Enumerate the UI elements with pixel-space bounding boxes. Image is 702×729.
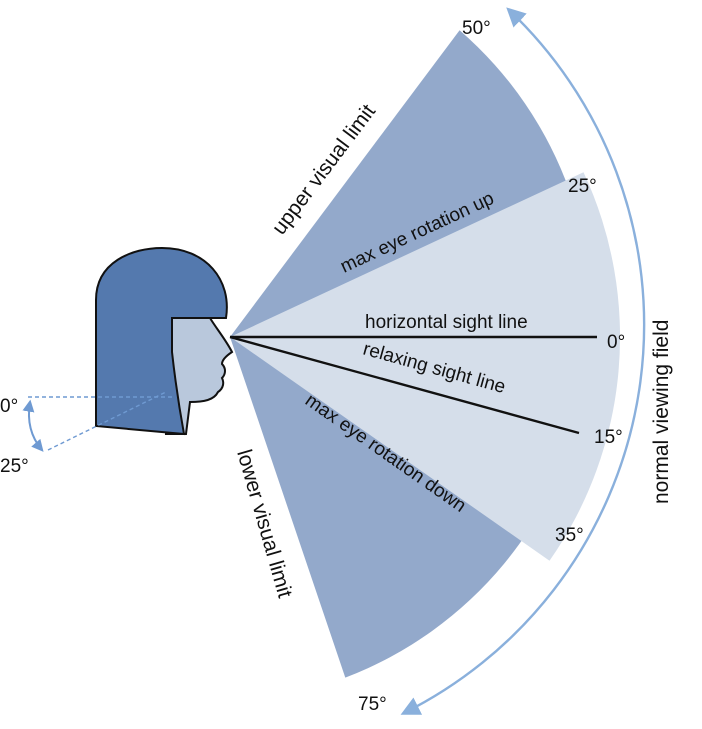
head-profile <box>95 246 234 436</box>
angle-label-lower-limit: 75° <box>358 694 387 715</box>
tilted-reference-line <box>47 391 167 451</box>
angle-label-max-down: 35° <box>555 525 584 546</box>
head-tilt-tilted-label: 25° <box>0 456 29 477</box>
normal-viewing-field-arc <box>400 7 646 715</box>
horizontal-sight-line-label: horizontal sight line <box>365 312 528 333</box>
normal-viewing-field-label: normal viewing field <box>650 320 673 504</box>
angle-label-relaxing: 15° <box>594 427 623 448</box>
head-tilt-upright-label: 0° <box>0 396 18 417</box>
head-tilt-indicator: 0° 25° <box>0 391 175 477</box>
angle-label-horizontal: 0° <box>607 332 625 353</box>
tilt-arrow <box>22 399 44 452</box>
hair <box>95 246 228 436</box>
angle-label-upper-limit: 50° <box>462 18 491 39</box>
angle-label-max-up: 25° <box>568 176 597 197</box>
face <box>164 317 234 435</box>
